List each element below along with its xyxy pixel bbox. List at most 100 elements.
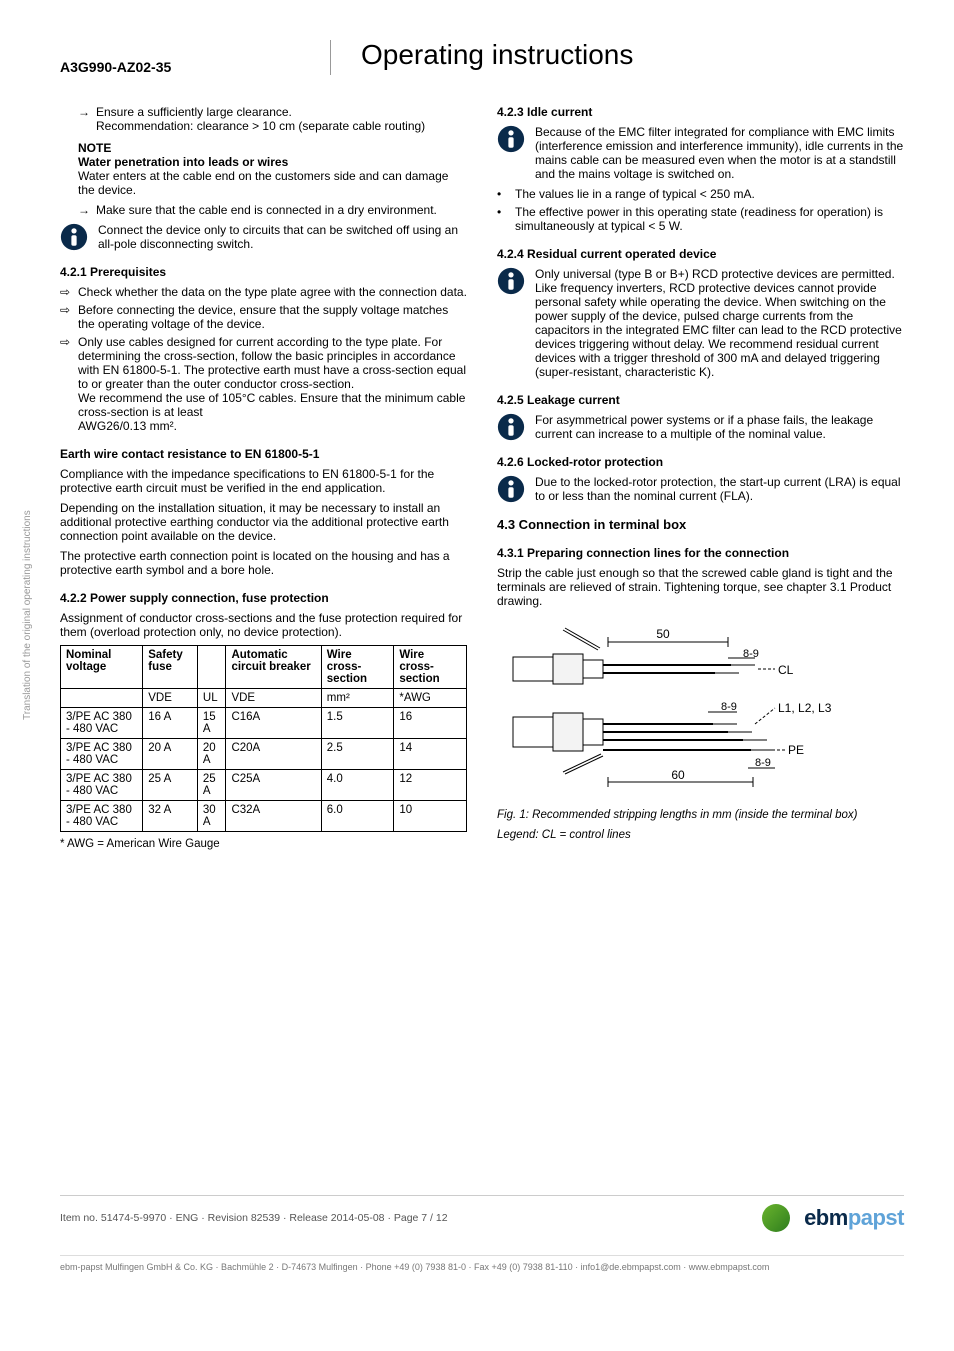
heading-4-2-5: 4.2.5 Leakage current (497, 393, 904, 407)
rcd-info-block: Only universal (type B or B+) RCD protec… (497, 267, 904, 379)
page-header: A3G990-AZ02-35 Operating instructions (60, 40, 904, 75)
sub-awg: *AWG (394, 688, 467, 707)
leakage-info-text: For asymmetrical power systems or if a p… (535, 413, 904, 441)
fuse-intro: Assignment of conductor cross-sections a… (60, 611, 467, 639)
ebmpapst-logo: ebmpapst (804, 1205, 904, 1231)
sub-mm2: mm² (321, 688, 394, 707)
logo-ebm: ebm (804, 1205, 848, 1230)
cell: C20A (226, 738, 321, 769)
label-pe: PE (788, 743, 804, 757)
idle-info-text: Because of the EMC filter integrated for… (535, 125, 904, 181)
info-icon (497, 475, 525, 503)
cell: C16A (226, 707, 321, 738)
cell: 12 (394, 769, 467, 800)
rcd-info-text: Only universal (type B or B+) RCD protec… (535, 267, 904, 379)
cell: 16 A (143, 707, 198, 738)
dim-8-9-b: 8-9 (721, 701, 737, 713)
table-subheader-row: VDE UL VDE mm² *AWG (61, 688, 467, 707)
heading-4-2-4: 4.2.4 Residual current operated device (497, 247, 904, 261)
heading-4-2-3: 4.2.3 Idle current (497, 105, 904, 119)
th-wire1: Wire cross-section (321, 645, 394, 688)
diamond-icon: ⇨ (60, 335, 78, 433)
left-column: → Ensure a sufficiently large clearance.… (60, 105, 467, 850)
side-rotated-text: Translation of the original operating in… (22, 510, 33, 720)
info-icon (497, 267, 525, 295)
cell: 1.5 (321, 707, 394, 738)
locked-rotor-info-block: Due to the locked-rotor protection, the … (497, 475, 904, 503)
arrow-icon: → (78, 203, 96, 217)
footer-address: ebm-papst Mulfingen GmbH & Co. KG · Bach… (60, 1255, 904, 1272)
locked-rotor-info-text: Due to the locked-rotor protection, the … (535, 475, 904, 503)
cell: 3/PE AC 380 - 480 VAC (61, 738, 143, 769)
table-row: 3/PE AC 380 - 480 VAC 16 A 15 A C16A 1.5… (61, 707, 467, 738)
info-icon (497, 125, 525, 153)
table-row: 3/PE AC 380 - 480 VAC 32 A 30 A C32A 6.0… (61, 800, 467, 831)
cell: 16 (394, 707, 467, 738)
earth-p1: Compliance with the impedance specificat… (60, 467, 467, 495)
idle-info-block: Because of the EMC filter integrated for… (497, 125, 904, 181)
th-wire2: Wire cross-section (394, 645, 467, 688)
bullet-icon: • (497, 205, 515, 233)
sub-vde: VDE (143, 688, 198, 707)
th-safety: Safety fuse (143, 645, 198, 688)
th-nominal: Nominal voltage (61, 645, 143, 688)
prereq-1: ⇨ Check whether the data on the type pla… (60, 285, 467, 299)
cell: 2.5 (321, 738, 394, 769)
header-title: Operating instructions (330, 40, 633, 75)
fuse-table: Nominal voltage Safety fuse Automatic ci… (60, 645, 467, 832)
cell: 6.0 (321, 800, 394, 831)
heading-4-3-1: 4.3.1 Preparing connection lines for the… (497, 546, 904, 560)
earth-wire-heading: Earth wire contact resistance to EN 6180… (60, 447, 467, 461)
earth-p2: Depending on the installation situation,… (60, 501, 467, 543)
prereq-3: ⇨ Only use cables designed for current a… (60, 335, 467, 433)
prep-text: Strip the cable just enough so that the … (497, 566, 904, 608)
label-cl: CL (778, 663, 794, 677)
clearance-item: → Ensure a sufficiently large clearance.… (78, 105, 467, 133)
heading-4-2-6: 4.2.6 Locked-rotor protection (497, 455, 904, 469)
cell: 25 A (197, 769, 226, 800)
prereq-3c: AWG26/0.13 mm². (78, 419, 177, 433)
heading-4-2-2: 4.2.2 Power supply connection, fuse prot… (60, 591, 467, 605)
clearance-line2: Recommendation: clearance > 10 cm (separ… (96, 119, 425, 133)
idle-bullet-2: • The effective power in this operating … (497, 205, 904, 233)
stripping-diagram: 50 8-9 CL (497, 616, 904, 801)
figure-caption: Fig. 1: Recommended stripping lengths in… (497, 809, 904, 821)
footer-meta-bar: Item no. 51474-5-9970 · ENG · Revision 8… (60, 1195, 904, 1232)
info-icon (497, 413, 525, 441)
prereq-3a: Only use cables designed for current acc… (78, 335, 466, 391)
cell: 15 A (197, 707, 226, 738)
cell: C25A (226, 769, 321, 800)
sub-ul: UL (197, 688, 226, 707)
heading-4-3: 4.3 Connection in terminal box (497, 517, 904, 532)
table-row: 3/PE AC 380 - 480 VAC 25 A 25 A C25A 4.0… (61, 769, 467, 800)
earth-p3: The protective earth connection point is… (60, 549, 467, 577)
prereq-2-text: Before connecting the device, ensure tha… (78, 303, 467, 331)
water-note-title: Water penetration into leads or wires (78, 155, 467, 169)
clearance-line1: Ensure a sufficiently large clearance. (96, 105, 292, 119)
cell: 20 A (197, 738, 226, 769)
cell: 32 A (143, 800, 198, 831)
cell: 3/PE AC 380 - 480 VAC (61, 769, 143, 800)
note-label: NOTE (78, 141, 467, 155)
cell: C32A (226, 800, 321, 831)
water-action-text: Make sure that the cable end is connecte… (96, 203, 467, 217)
cell: 20 A (143, 738, 198, 769)
table-header-row: Nominal voltage Safety fuse Automatic ci… (61, 645, 467, 688)
figure-legend: Legend: CL = control lines (497, 829, 904, 841)
sub-breaker: VDE (226, 688, 321, 707)
bullet-icon: • (497, 187, 515, 201)
prereq-3b: We recommend the use of 105°C cables. En… (78, 391, 465, 419)
cell: 10 (394, 800, 467, 831)
cell: 25 A (143, 769, 198, 800)
cell: 3/PE AC 380 - 480 VAC (61, 707, 143, 738)
dim-8-9-c: 8-9 (755, 757, 771, 769)
th-blank (197, 645, 226, 688)
idle-bullet-2-text: The effective power in this operating st… (515, 205, 904, 233)
dim-50: 50 (656, 627, 670, 641)
table-row: 3/PE AC 380 - 480 VAC 20 A 20 A C20A 2.5… (61, 738, 467, 769)
cell: 30 A (197, 800, 226, 831)
water-action: → Make sure that the cable end is connec… (78, 203, 467, 217)
idle-bullet-1-text: The values lie in a range of typical < 2… (515, 187, 904, 201)
info-switch-block: Connect the device only to circuits that… (60, 223, 467, 251)
right-column: 4.2.3 Idle current Because of the EMC fi… (497, 105, 904, 850)
